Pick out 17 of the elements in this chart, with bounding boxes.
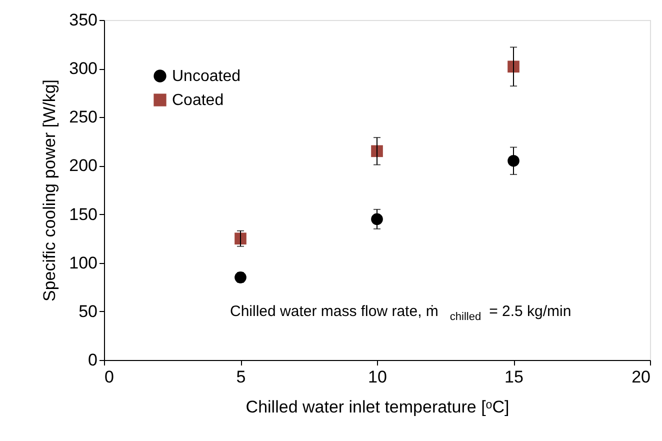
x-tick-label: 5 xyxy=(236,368,246,386)
x-tick-label: 10 xyxy=(368,368,387,386)
x-tick-label: 15 xyxy=(504,368,524,386)
y-tick-label: 350 xyxy=(69,10,98,30)
y-axis-title: Specific cooling power [W/kg] xyxy=(40,79,60,302)
y-tick-label: 300 xyxy=(69,59,98,78)
y-tick-label: 250 xyxy=(69,108,98,127)
legend-label: Uncoated xyxy=(172,68,240,85)
x-tick-label: 0 xyxy=(104,368,114,386)
y-tick-label: 50 xyxy=(78,302,98,321)
x-tick-label: 20 xyxy=(632,368,650,386)
y-tick-label: 150 xyxy=(69,204,98,224)
y-tick-label: 0 xyxy=(88,350,98,370)
x-axis-title: Chilled water inlet temperature [ᵒC] xyxy=(246,398,510,416)
y-tick-label: 100 xyxy=(69,253,98,272)
y-tick-label: 200 xyxy=(69,156,98,176)
legend-label: Coated xyxy=(172,92,224,109)
